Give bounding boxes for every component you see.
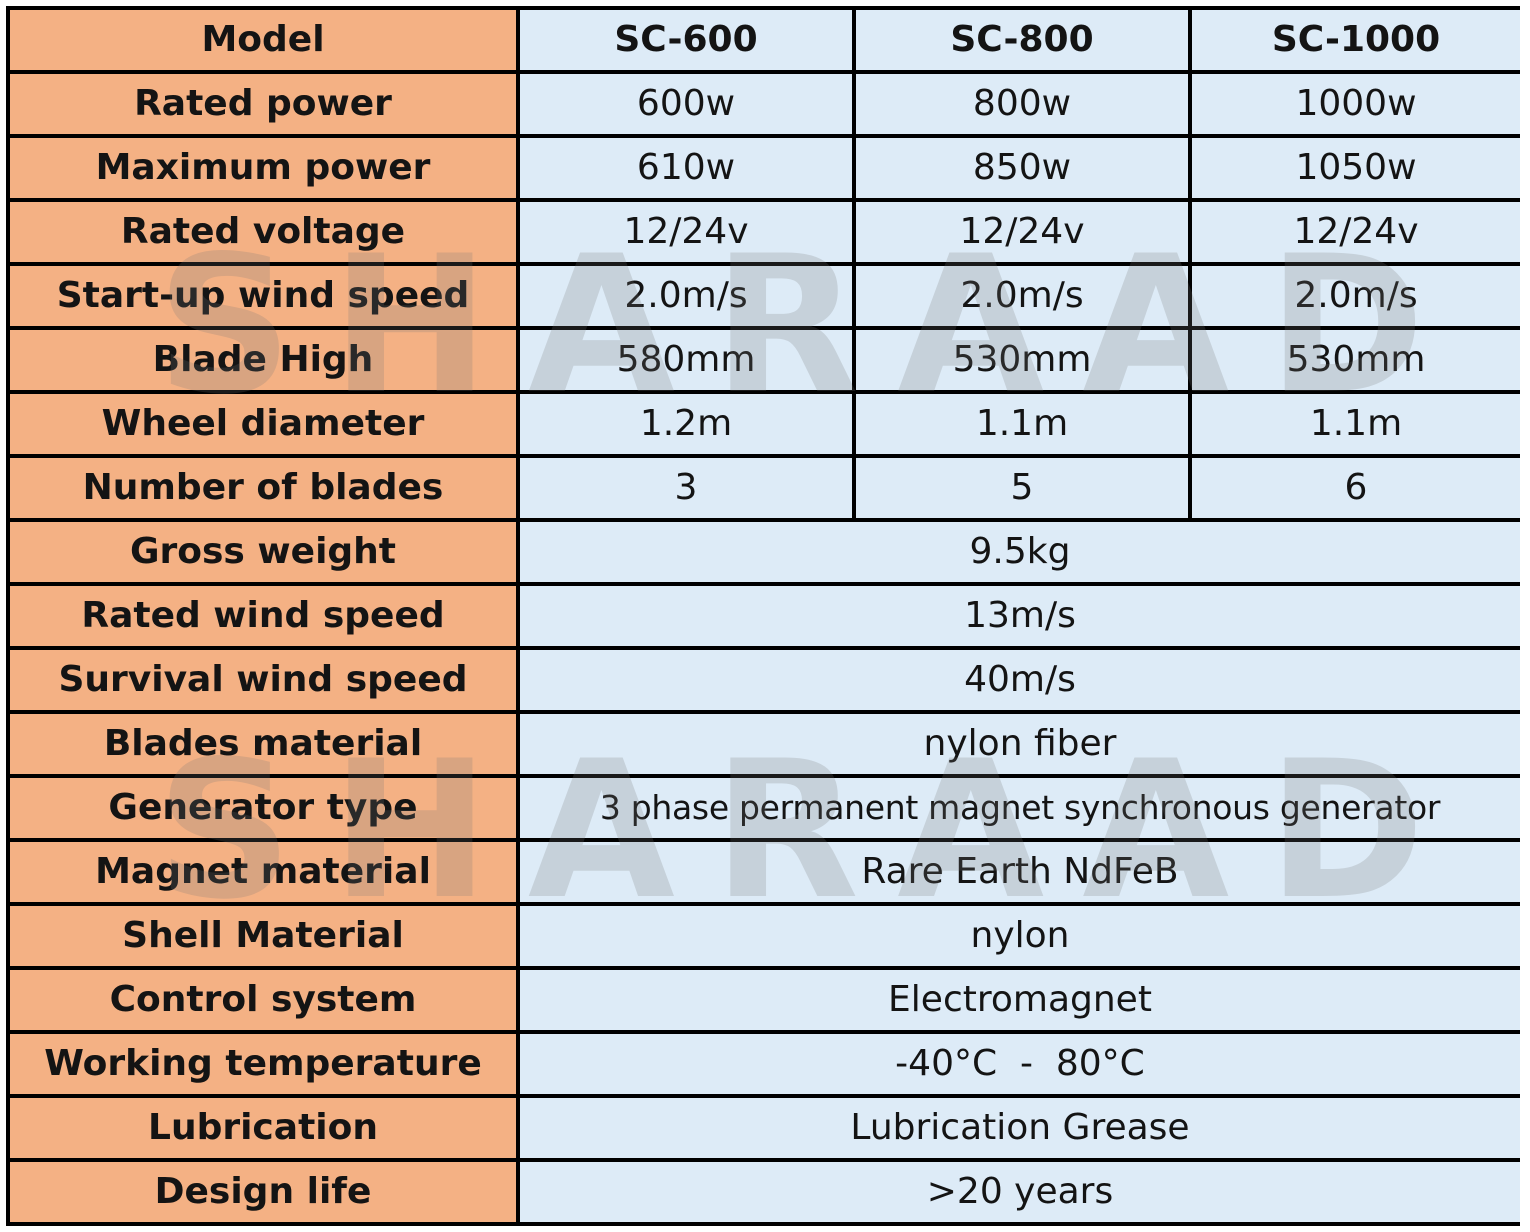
row-label: Survival wind speed <box>10 650 516 710</box>
spec-row: Blade High 580mm 530mm 530mm <box>10 330 1520 390</box>
row-label: Working temperature <box>10 1034 516 1094</box>
spec-row: Survival wind speed 40m/s <box>10 650 1520 710</box>
spec-row: Rated wind speed 13m/s <box>10 586 1520 646</box>
spec-row: Magnet material Rare Earth NdFeB <box>10 842 1520 902</box>
spec-row: Gross weight 9.5kg <box>10 522 1520 582</box>
spec-row: Working temperature -40°C - 80°C <box>10 1034 1520 1094</box>
spec-row: Shell Material nylon <box>10 906 1520 966</box>
spec-row: Design life >20 years <box>10 1162 1520 1222</box>
spec-row: Rated voltage 12/24v 12/24v 12/24v <box>10 202 1520 262</box>
value-cell: 12/24v <box>1192 202 1520 262</box>
spec-row: Maximum power 610w 850w 1050w <box>10 138 1520 198</box>
row-label: Blades material <box>10 714 516 774</box>
spec-row: Blades material nylon fiber <box>10 714 1520 774</box>
value-cell: 580mm <box>520 330 852 390</box>
row-label: Generator type <box>10 778 516 838</box>
header-row: Model SC-600 SC-800 SC-1000 <box>10 10 1520 70</box>
row-label: Blade High <box>10 330 516 390</box>
spec-row: Rated power 600w 800w 1000w <box>10 74 1520 134</box>
row-label: Design life <box>10 1162 516 1222</box>
value-cell: 530mm <box>1192 330 1520 390</box>
spec-row: Control system Electromagnet <box>10 970 1520 1030</box>
row-label: Shell Material <box>10 906 516 966</box>
value-cell: 800w <box>856 74 1188 134</box>
shared-value-cell: nylon fiber <box>520 714 1520 774</box>
shared-value-cell: >20 years <box>520 1162 1520 1222</box>
value-cell: 1000w <box>1192 74 1520 134</box>
value-cell: 1.2m <box>520 394 852 454</box>
row-label: Rated voltage <box>10 202 516 262</box>
value-cell: 2.0m/s <box>1192 266 1520 326</box>
model-header-cell: SC-1000 <box>1192 10 1520 70</box>
value-cell: 850w <box>856 138 1188 198</box>
spec-table: Model SC-600 SC-800 SC-1000 Rated power … <box>6 6 1524 1226</box>
shared-value-cell: 40m/s <box>520 650 1520 710</box>
header-label-cell: Model <box>10 10 516 70</box>
row-label: Start-up wind speed <box>10 266 516 326</box>
row-label: Wheel diameter <box>10 394 516 454</box>
row-label: Lubrication <box>10 1098 516 1158</box>
value-cell: 530mm <box>856 330 1188 390</box>
value-cell: 1.1m <box>856 394 1188 454</box>
value-cell: 2.0m/s <box>520 266 852 326</box>
shared-value-cell: 9.5kg <box>520 522 1520 582</box>
row-label: Magnet material <box>10 842 516 902</box>
shared-value-cell: -40°C - 80°C <box>520 1034 1520 1094</box>
shared-value-cell: Electromagnet <box>520 970 1520 1030</box>
spec-row: Generator type 3 phase permanent magnet … <box>10 778 1520 838</box>
value-cell: 12/24v <box>856 202 1188 262</box>
row-label: Control system <box>10 970 516 1030</box>
row-label: Number of blades <box>10 458 516 518</box>
shared-value-cell: 3 phase permanent magnet synchronous gen… <box>520 778 1520 838</box>
spec-sheet: Model SC-600 SC-800 SC-1000 Rated power … <box>6 6 1520 1226</box>
model-header-cell: SC-600 <box>520 10 852 70</box>
shared-value-cell: Rare Earth NdFeB <box>520 842 1520 902</box>
value-cell: 610w <box>520 138 852 198</box>
shared-value-cell: nylon <box>520 906 1520 966</box>
spec-row: Wheel diameter 1.2m 1.1m 1.1m <box>10 394 1520 454</box>
value-cell: 2.0m/s <box>856 266 1188 326</box>
value-cell: 600w <box>520 74 852 134</box>
row-label: Gross weight <box>10 522 516 582</box>
model-header-cell: SC-800 <box>856 10 1188 70</box>
shared-value-cell: 13m/s <box>520 586 1520 646</box>
row-label: Maximum power <box>10 138 516 198</box>
shared-value-cell: Lubrication Grease <box>520 1098 1520 1158</box>
spec-row: Start-up wind speed 2.0m/s 2.0m/s 2.0m/s <box>10 266 1520 326</box>
value-cell: 1050w <box>1192 138 1520 198</box>
row-label: Rated wind speed <box>10 586 516 646</box>
spec-row: Number of blades 3 5 6 <box>10 458 1520 518</box>
value-cell: 5 <box>856 458 1188 518</box>
row-label: Rated power <box>10 74 516 134</box>
value-cell: 12/24v <box>520 202 852 262</box>
value-cell: 6 <box>1192 458 1520 518</box>
spec-row: Lubrication Lubrication Grease <box>10 1098 1520 1158</box>
value-cell: 1.1m <box>1192 394 1520 454</box>
value-cell: 3 <box>520 458 852 518</box>
